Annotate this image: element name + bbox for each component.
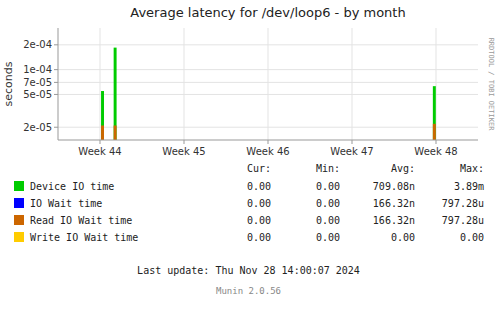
x-tick-label: Week 45 xyxy=(162,146,205,157)
x-grid-line xyxy=(184,28,185,140)
x-grid-line xyxy=(352,28,353,140)
legend-header: Min: xyxy=(316,163,340,174)
x-tick xyxy=(352,140,353,144)
x-tick-label: Week 46 xyxy=(246,146,289,157)
spike-bar xyxy=(114,48,117,140)
legend-entry: Write IO Wait time xyxy=(30,232,138,243)
chart: Average latency for /dev/loop6 - by mont… xyxy=(0,0,497,311)
legend-value: 166.32n xyxy=(373,198,415,209)
legend-header: Avg: xyxy=(391,163,415,174)
legend-value: 0.00 xyxy=(247,215,271,226)
legend-value: 709.08n xyxy=(373,181,415,192)
x-axis-line xyxy=(58,140,478,141)
y-axis-line xyxy=(58,28,59,140)
y-tick-label: 2e-05 xyxy=(23,122,52,133)
y-tick xyxy=(54,94,58,95)
x-tick xyxy=(100,140,101,144)
legend-table: Cur: Min: Avg: Max: Device IO time 0.00 0.00 70… xyxy=(14,163,484,243)
y-tick-label: 5e-05 xyxy=(23,89,52,100)
legend-value: 0.00 xyxy=(316,198,340,209)
legend-swatch xyxy=(14,181,24,191)
grid xyxy=(58,28,478,140)
legend-value: 797.28u xyxy=(442,198,484,209)
y-tick-label: 7e-05 xyxy=(23,77,52,88)
legend-entry: Read IO Wait time xyxy=(30,215,132,226)
legend-value: 0.00 xyxy=(247,198,271,209)
watermark: Munin 2.0.56 xyxy=(216,286,281,296)
legend-value: 0.00 xyxy=(316,232,340,243)
y-tick-label: 2e-04 xyxy=(23,39,52,50)
x-tick-label: Week 48 xyxy=(414,146,457,157)
legend-entry: IO Wait time xyxy=(30,198,102,209)
y-axis-label: seconds xyxy=(2,61,15,106)
legend-value: 0.00 xyxy=(460,232,484,243)
spike-bar xyxy=(114,125,117,140)
y-tick xyxy=(54,82,58,83)
legend-value: 0.00 xyxy=(391,232,415,243)
x-tick xyxy=(268,140,269,144)
x-tick xyxy=(184,140,185,144)
legend-header: Cur: xyxy=(247,163,271,174)
legend-swatch xyxy=(14,232,24,242)
bars xyxy=(101,48,436,140)
legend-value: 0.00 xyxy=(316,215,340,226)
x-grid-line xyxy=(100,28,101,140)
x-grid-line xyxy=(268,28,269,140)
spike-bar xyxy=(101,91,104,140)
spike-bar xyxy=(433,86,436,140)
legend-value: 0.00 xyxy=(316,181,340,192)
y-tick xyxy=(54,69,58,70)
y-tick xyxy=(54,44,58,45)
title: Average latency for /dev/loop6 - by mont… xyxy=(130,5,405,20)
legend-value: 166.32n xyxy=(373,215,415,226)
x-tick-label: Week 47 xyxy=(330,146,373,157)
footer: Last update: Thu Nov 28 14:00:07 2024 xyxy=(137,265,360,276)
legend-swatch xyxy=(14,198,24,208)
legend-value: 0.00 xyxy=(247,232,271,243)
legend-value: 3.89m xyxy=(454,181,484,192)
y-tick xyxy=(54,127,58,128)
x-tick-label: Week 44 xyxy=(78,146,121,157)
legend-value: 797.28u xyxy=(442,215,484,226)
legend-header: Max: xyxy=(460,163,484,174)
spike-bar xyxy=(101,125,104,140)
side-label: RRDTOOL / TOBI OETIKER xyxy=(487,38,495,132)
legend-value: 0.00 xyxy=(247,181,271,192)
x-tick xyxy=(436,140,437,144)
spike-bar xyxy=(433,124,436,140)
legend-swatch xyxy=(14,215,24,225)
legend-entry: Device IO time xyxy=(30,181,114,192)
y-tick-label: 1e-04 xyxy=(23,64,52,75)
